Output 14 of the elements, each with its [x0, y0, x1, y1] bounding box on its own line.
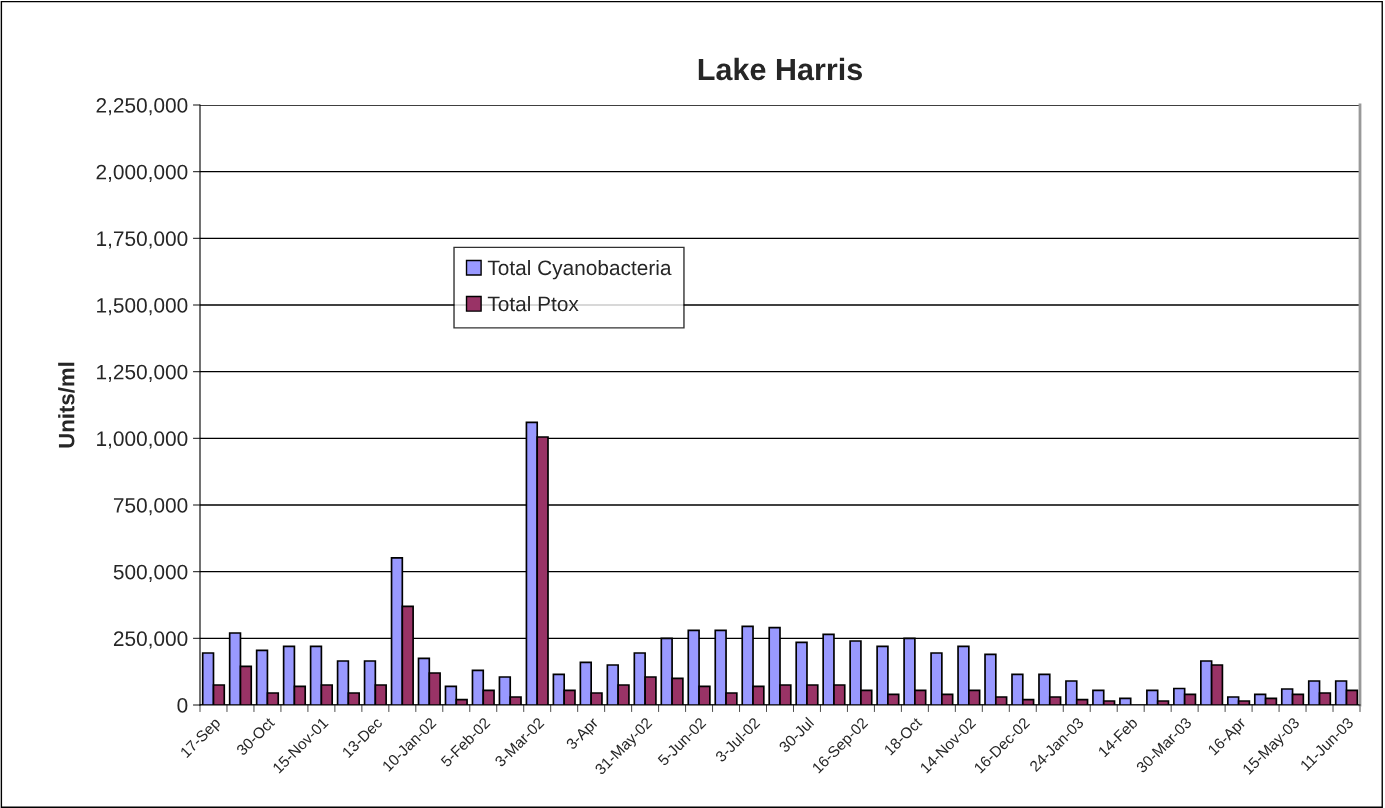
y-tick-label: 1,500,000	[97, 298, 188, 316]
y-tick-label: 750,000	[113, 498, 188, 516]
y-tick-label: 2,250,000	[96, 98, 188, 116]
y-tick-label: 1,000,000	[97, 431, 188, 449]
legend-label: Total Cyanobacteria	[487, 259, 672, 280]
y-tick-label: 0	[177, 698, 188, 713]
legend-label: Total Ptox	[487, 296, 579, 312]
y-axis-title: Units/ml	[58, 362, 75, 448]
y-tick-label: 1,750,000	[97, 231, 188, 249]
y-tick-label: 250,000	[113, 631, 188, 649]
y-tick-label: 1,250,000	[97, 364, 188, 382]
y-tick-label: 500,000	[113, 564, 188, 582]
chart-title: Lake Harris	[698, 57, 862, 81]
y-tick-label: 2,000,000	[96, 164, 188, 182]
